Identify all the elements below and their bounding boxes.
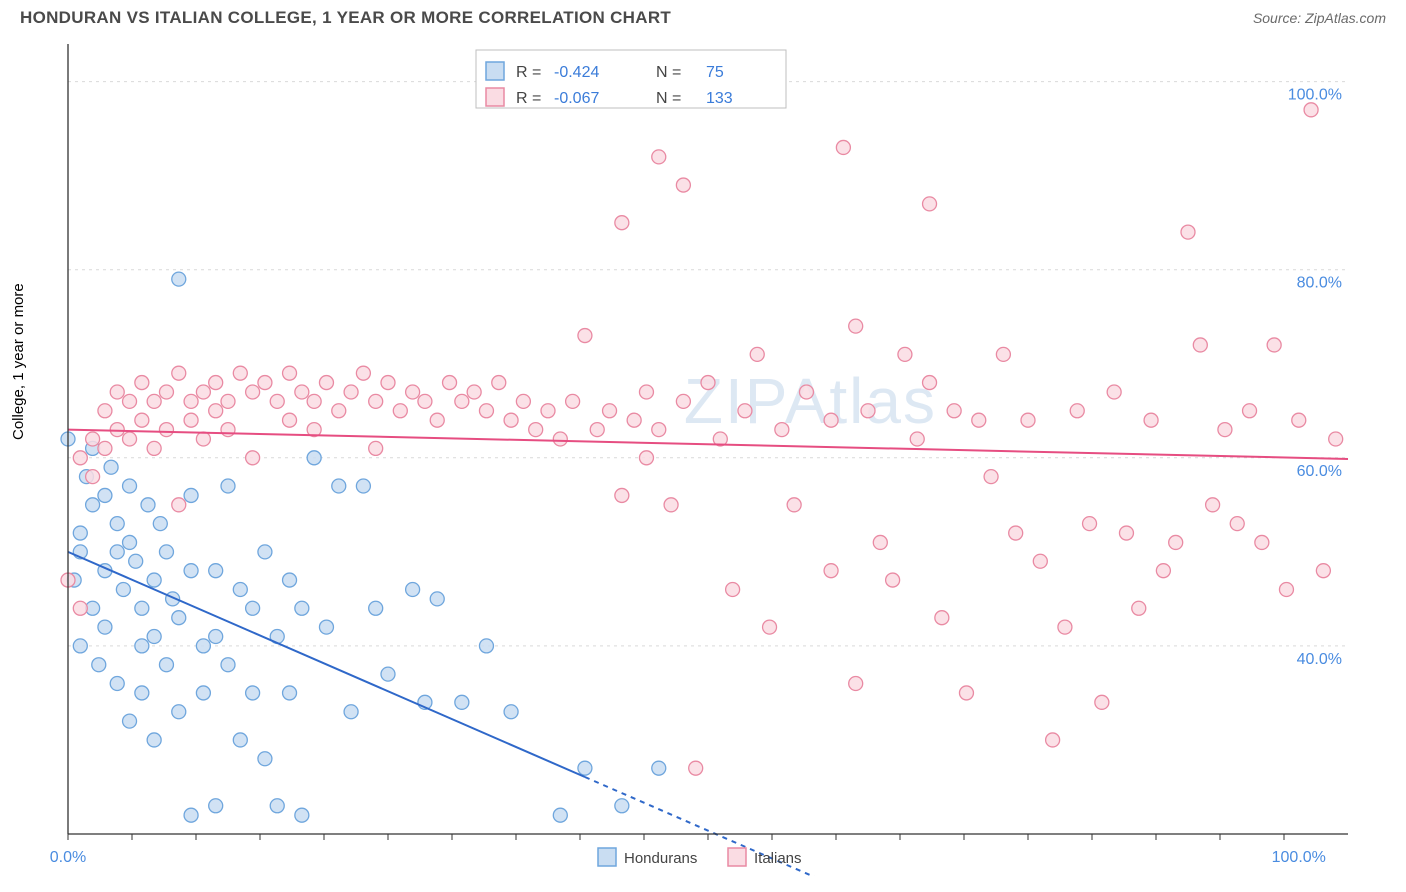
scatter-chart: 40.0% 60.0% 80.0% 100.0% ZIPAtlas 0.0% 100.0% R… (20, 36, 1386, 876)
svg-text:100.0%: 100.0% (1288, 87, 1342, 104)
svg-text:R =: R = (516, 64, 541, 81)
svg-text:-0.067: -0.067 (554, 90, 599, 107)
svg-text:-0.424: -0.424 (554, 64, 599, 81)
svg-text:ZIPAtlas: ZIPAtlas (684, 365, 937, 437)
svg-text:0.0%: 0.0% (50, 849, 86, 866)
chart-container: 40.0% 60.0% 80.0% 100.0% ZIPAtlas 0.0% 100.0% R… (20, 36, 1386, 876)
svg-text:R =: R = (516, 90, 541, 107)
y-axis-title: College, 1 year or more (10, 283, 27, 440)
chart-title: HONDURAN VS ITALIAN COLLEGE, 1 YEAR OR M… (20, 8, 671, 28)
svg-text:133: 133 (706, 90, 733, 107)
svg-text:N =: N = (656, 90, 681, 107)
svg-text:75: 75 (706, 64, 724, 81)
svg-text:60.0%: 60.0% (1297, 463, 1342, 480)
svg-text:N =: N = (656, 64, 681, 81)
svg-text:Italians: Italians (754, 850, 802, 867)
chart-source: Source: ZipAtlas.com (1253, 10, 1386, 26)
svg-text:Hondurans: Hondurans (624, 850, 697, 867)
svg-text:40.0%: 40.0% (1297, 651, 1342, 668)
svg-text:100.0%: 100.0% (1272, 849, 1326, 866)
chart-header: HONDURAN VS ITALIAN COLLEGE, 1 YEAR OR M… (0, 0, 1406, 32)
svg-text:80.0%: 80.0% (1297, 275, 1342, 292)
